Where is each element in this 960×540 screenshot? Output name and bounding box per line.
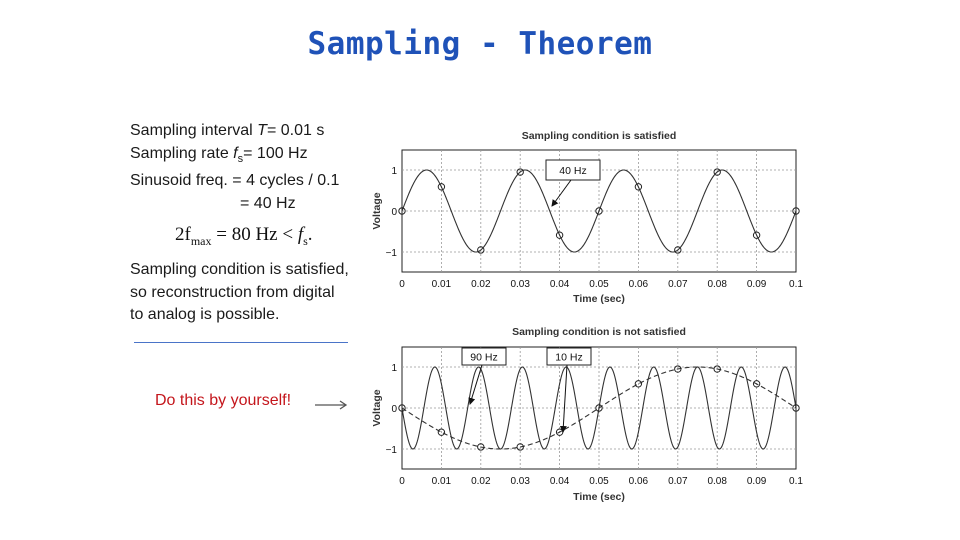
- x-tick-label: 0.01: [432, 476, 452, 487]
- right-arrow-icon: [315, 400, 348, 410]
- x-tick-label: 0.08: [707, 476, 727, 487]
- sampling-rate-line: Sampling rate fs= 100 Hz: [130, 144, 308, 165]
- condition-line: Sampling condition is satisfied,: [130, 261, 349, 278]
- x-tick-label: 0: [399, 476, 405, 487]
- sampling-interval-line: Sampling interval T= 0.01 s: [130, 122, 325, 139]
- sample-point: [398, 404, 406, 412]
- x-tick-label: 0.08: [707, 279, 727, 290]
- sample-point: [713, 168, 721, 176]
- annotation-box: [545, 159, 601, 181]
- sinusoid-frequency-line: Sinusoid freq. = 4 cycles / 0.1: [130, 172, 340, 190]
- series-line-40-hz: [401, 169, 797, 253]
- x-axis-label: Time (sec): [573, 293, 625, 305]
- x-tick-label: 0.02: [471, 279, 491, 290]
- sample-point: [595, 404, 603, 412]
- sample-point: [752, 231, 761, 239]
- y-tick-label: 1: [391, 166, 397, 177]
- chart-title: Sampling condition is satisfied: [522, 130, 677, 142]
- sample-point: [674, 246, 682, 254]
- x-tick-label: 0.05: [589, 476, 609, 487]
- x-tick-label: 0.03: [510, 279, 530, 290]
- x-tick-label: 0.04: [550, 476, 570, 487]
- sample-point: [792, 207, 800, 215]
- sample-point: [516, 168, 524, 176]
- sampling-parameters: Sampling interval T= 0.01 s Sampling rat…: [130, 120, 339, 215]
- sample-point: [437, 428, 446, 436]
- chart-title: Sampling condition is not satisfied: [512, 326, 686, 338]
- y-tick-label: −1: [386, 248, 398, 259]
- task-prompt: Do this by yourself!: [155, 392, 292, 409]
- sample-point: [477, 443, 485, 451]
- x-tick-label: 0.09: [747, 476, 767, 487]
- annotation-arrow: [559, 364, 568, 433]
- sample-point: [674, 365, 682, 373]
- sample-point: [595, 207, 603, 215]
- x-tick-label: 0.1: [789, 476, 803, 487]
- sample-point: [752, 380, 761, 388]
- sample-point: [555, 231, 564, 239]
- x-tick-label: 0.09: [747, 279, 767, 290]
- x-tick-label: 0.06: [629, 279, 649, 290]
- divider-line: [134, 342, 348, 343]
- slide-title: Sampling - Theorem: [307, 26, 653, 62]
- y-axis-label: Voltage: [371, 192, 383, 229]
- x-tick-label: 0.06: [629, 476, 649, 487]
- sample-point: [477, 246, 485, 254]
- x-tick-label: 0.02: [471, 476, 491, 487]
- annotation-label: 10 Hz: [555, 352, 582, 364]
- annotation-label: 90 Hz: [470, 352, 497, 364]
- y-axis-label: Voltage: [371, 389, 383, 426]
- x-tick-label: 0.05: [589, 279, 609, 290]
- sample-point: [634, 380, 643, 388]
- x-tick-label: 0.1: [789, 279, 803, 290]
- nyquist-formula: 2fmax = 80 Hz < fs.: [175, 224, 313, 248]
- x-tick-label: 0.03: [510, 476, 530, 487]
- condition-line: so reconstruction from digital: [130, 283, 335, 301]
- y-tick-label: −1: [386, 445, 398, 456]
- x-tick-label: 0.01: [432, 279, 452, 290]
- condition-line: to analog is possible.: [130, 306, 280, 323]
- y-tick-label: 1: [391, 363, 397, 374]
- annotation-arrow: [468, 364, 483, 405]
- sinusoid-frequency-value: = 40 Hz: [240, 194, 296, 212]
- sample-point: [713, 365, 721, 373]
- sample-point: [634, 183, 643, 191]
- series-line-10-hz: [401, 366, 797, 450]
- annotation-box: [461, 347, 507, 366]
- annotation-arrow: [551, 179, 572, 207]
- x-tick-label: 0.07: [668, 279, 688, 290]
- x-tick-label: 0.04: [550, 279, 570, 290]
- chart-satisfied: 0 0.01 0.02 0.03 0.04 0.05 0.06 0.07 0.08 0.09 0.1…: [371, 130, 803, 305]
- y-tick-label: 0: [391, 207, 397, 218]
- annotation-label: 40 Hz: [559, 165, 586, 177]
- sample-point: [437, 183, 446, 191]
- chart-not-satisfied: 0 0.01 0.02 0.03 0.04 0.05 0.06 0.07 0.08 0.09 0.1…: [371, 326, 803, 503]
- sample-point: [792, 404, 800, 412]
- sample-point: [516, 443, 524, 451]
- annotation-box: [546, 347, 592, 366]
- x-tick-label: 0.07: [668, 476, 688, 487]
- condition-explanation: Sampling condition is satisfied, so reco…: [130, 259, 349, 327]
- y-tick-label: 0: [391, 404, 397, 415]
- x-tick-label: 0: [399, 279, 405, 290]
- x-axis-label: Time (sec): [573, 491, 625, 503]
- sample-point: [398, 207, 406, 215]
